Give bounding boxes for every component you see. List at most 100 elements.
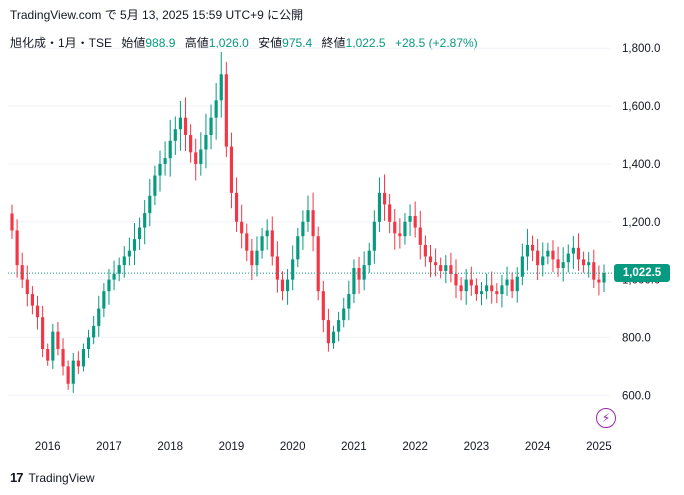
candle [398,218,402,249]
candle [189,124,193,163]
candle [576,233,581,271]
candle [97,295,101,337]
candle-body [280,279,285,292]
candle-body [342,308,346,321]
candle [10,204,14,239]
candle [143,199,147,245]
candle-body [301,221,305,237]
y-tick-label: 1,200.0 [622,217,660,229]
candle-body [61,349,65,367]
candle [464,268,468,305]
candle [296,227,300,268]
candle-body [530,244,535,251]
candle [592,249,596,288]
candle [153,165,157,206]
candle [275,241,279,293]
candle-body [556,259,560,269]
candle [428,244,433,278]
ohlc-legend: 旭化成・1月・TSE 始値988.9 高値1,026.0 安値975.4 終値1… [10,34,478,51]
candle [597,265,601,296]
candle-body [81,349,86,367]
candle [316,226,320,301]
candle-body [311,210,315,237]
candle-body [352,268,356,295]
candle [56,321,60,356]
footer: 17 TradingView [10,470,95,485]
candle-body [485,285,489,292]
candle [382,174,387,221]
candle-body [602,273,606,283]
candle [362,251,366,291]
candle [510,272,514,299]
candle-body [592,262,596,280]
candle [76,351,80,374]
candle-body [117,265,121,274]
candle [393,208,397,250]
candle [183,97,188,152]
candle-body [224,74,228,147]
candle [158,150,162,192]
candle [571,235,575,270]
candle [311,192,315,252]
candle [342,297,346,328]
candle [92,315,96,345]
candle-body [546,250,550,257]
candle [127,237,131,266]
candle-body [515,276,519,292]
candle [377,177,382,232]
candle-body [566,253,570,263]
candle [326,308,330,352]
lightning-icon[interactable]: ⚡ [596,408,616,428]
candle [117,257,121,282]
candle-body [398,233,402,237]
candle [46,343,50,366]
candle-body [587,262,591,266]
candle-body [291,259,295,280]
candle-body [112,273,116,280]
candle [566,244,570,273]
candle [515,267,519,303]
candle-body [86,337,91,350]
candle [469,266,473,296]
candle-body [107,279,111,292]
open-label: 始値 [121,36,146,50]
candle [474,278,478,301]
candle [413,201,417,238]
candle [347,280,351,321]
candle-body [571,247,575,254]
candle [173,116,177,155]
tradingview-logo-icon[interactable]: 17 [10,470,24,485]
low-label: 安値 [258,36,283,50]
candle [485,273,489,300]
x-tick-label: 2019 [219,441,245,453]
candle-body [71,360,75,384]
candle-body [413,215,417,228]
candle [337,311,341,342]
candle-body [505,279,509,286]
candle-body [189,135,193,153]
candle [20,252,24,288]
candle-body [377,192,382,222]
candle-body [76,360,80,367]
x-tick-label: 2018 [157,441,183,453]
candle [582,251,586,273]
candle-body [337,320,341,332]
candle [51,323,55,370]
candle-body [434,262,438,266]
candle-body [306,210,310,222]
change-value: +28.5 (+2.87%) [394,36,478,50]
candle [270,216,274,266]
candle-body [56,331,60,350]
candle-body [143,213,147,228]
candle-body [428,256,433,263]
candle [423,235,427,267]
candle [408,204,412,236]
candle-body [214,100,218,118]
candle [500,274,504,308]
candle [551,240,555,273]
x-tick-label: 2024 [525,441,551,453]
candle [168,119,172,177]
last-price-tag: 1,022.5 [614,264,670,283]
symbol-name[interactable]: 旭化成・1月・TSE [10,36,113,50]
